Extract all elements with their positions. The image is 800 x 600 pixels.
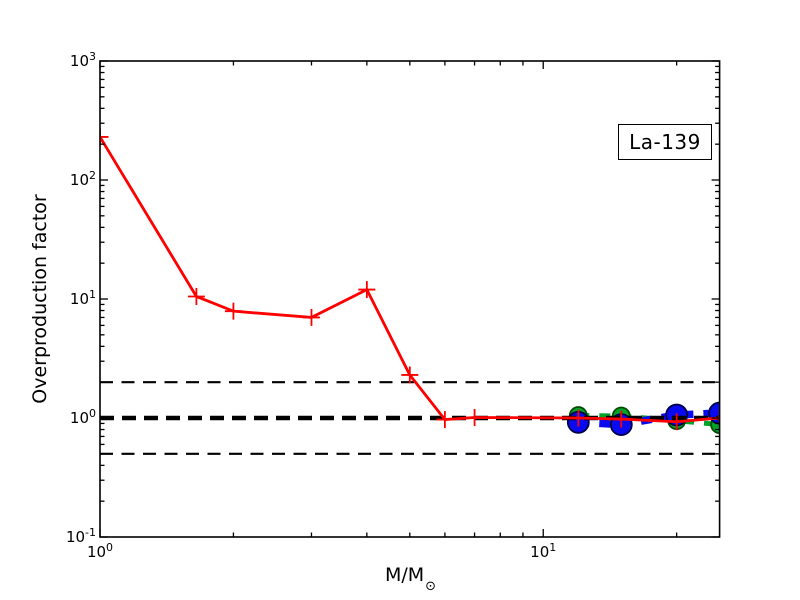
- x-axis-label: M/M⊙: [384, 564, 436, 594]
- y-axis-label: Overproduction factor: [29, 194, 51, 404]
- y-tick-label: 102: [69, 169, 96, 189]
- y-tick-label: 101: [69, 288, 96, 308]
- red-solid-plus-line: [100, 136, 720, 424]
- series-red-solid-plus: [100, 128, 720, 431]
- sun-symbol: ⊙: [425, 578, 437, 594]
- axes-layer: [99, 60, 721, 538]
- x-tick-label: 100: [86, 541, 114, 561]
- x-axis-label-text: M/M: [384, 564, 425, 586]
- y-tick-label: 103: [69, 50, 96, 70]
- legend-box: La-139: [618, 124, 712, 160]
- y-tick-label: 100: [69, 407, 96, 427]
- legend-label: La-139: [629, 130, 701, 154]
- x-tick-label: 101: [530, 541, 557, 561]
- y-tick-label: 10-1: [65, 526, 96, 546]
